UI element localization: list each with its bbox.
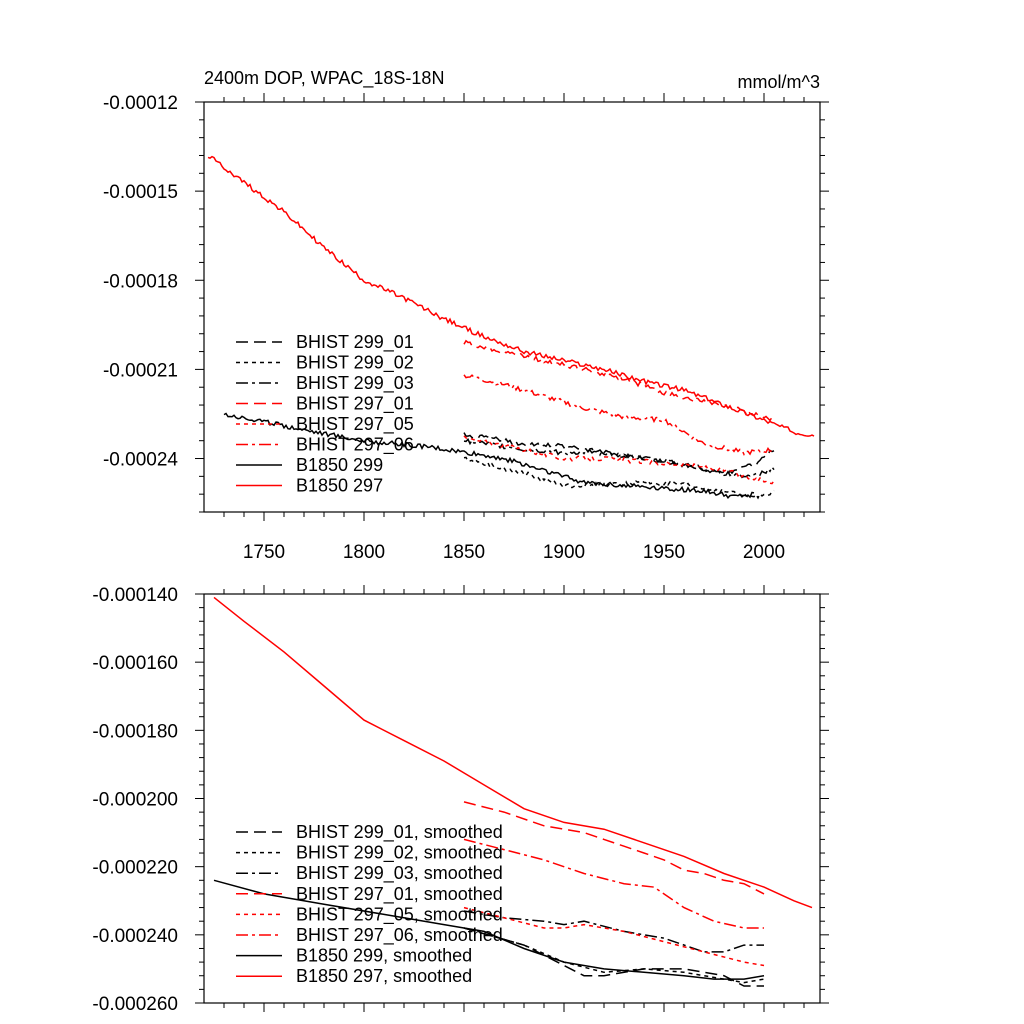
chart1-series-line [207,155,815,437]
chart2-ytick-label: -0.000240 [92,926,178,947]
chart1-ytick-label: -0.00015 [103,182,178,203]
chart1-series-line [463,456,775,500]
chart2-legend-label: BHIST 297_06, smoothed [296,925,503,946]
chart1-units: mmol/m^3 [738,72,820,92]
chart2-series-line [463,927,765,984]
chart1-xtick-label: 1800 [343,542,385,563]
chart1-series-line [463,435,775,485]
chart2-ytick-label: -0.000220 [92,858,178,879]
chart1-plot-area: 1750 1800 1850 1900 1950 2000 -0.00012 -0.00015… [103,93,829,563]
chart1-ytick-label: -0.00021 [103,360,178,381]
chart1-xtick-label: 1750 [243,542,285,563]
chart1-ytick-label: -0.00012 [103,93,178,114]
chart1-legend-label: BHIST 297_01 [296,394,414,415]
chart2-ytick-label: -0.000200 [92,790,178,811]
chart1-xtick-label: 1950 [643,542,685,563]
chart2-ytick-label: -0.000160 [92,653,178,674]
chart1-ytick-label: -0.00024 [103,450,178,471]
chart1-ytick-label: -0.00018 [103,271,178,292]
chart2-legend-label: B1850 299, smoothed [296,946,472,966]
chart1-frame [203,101,821,513]
chart1-legend-label: BHIST 299_02 [296,353,414,374]
chart2-series-line [463,838,764,929]
chart2-legend-label: BHIST 297_01, smoothed [296,884,503,905]
chart2-series-line [213,596,813,909]
chart2-ytick-label: -0.000140 [92,585,178,606]
chart1-legend-label: B1850 297 [296,476,383,496]
chart2-legend-label: BHIST 299_02, smoothed [296,843,503,864]
chart2-legend-label: B1850 297, smoothed [296,966,472,986]
chart1-legend-label: BHIST 297_06 [296,435,414,456]
chart1-series-line [463,432,775,476]
chart1-series-line [223,412,755,500]
chart1-legend-label: B1850 299 [296,455,383,475]
chart1-xtick-label: 1900 [543,542,585,563]
chart1-series-line [463,374,775,456]
chart2-legend-label: BHIST 297_05, smoothed [296,904,503,925]
chart2-series-line [213,879,765,980]
chart1-legend-label: BHIST 297_05 [296,414,414,435]
chart1-series-line [463,437,775,479]
chart2-ytick-label: -0.000180 [92,721,178,742]
chart2-series-line [463,927,764,987]
chart1-xtick-label: 2000 [743,542,785,563]
chart2-ytick-label: -0.000260 [92,994,178,1015]
chart2-series-line [463,906,765,967]
chart2-legend-label: BHIST 299_03, smoothed [296,863,503,884]
chart1-legend-label: BHIST 299_01 [296,332,414,353]
chart1-xtick-label: 1850 [443,542,485,563]
chart2-plot-area: -0.000140 -0.000160 -0.000180 -0.000200 -0.0… [92,585,829,1015]
chart1-title: 2400m DOP, WPAC_18S-18N [204,68,444,89]
chart2-legend-label: BHIST 299_01, smoothed [296,822,503,843]
chart1-legend-label: BHIST 299_03 [296,373,414,394]
